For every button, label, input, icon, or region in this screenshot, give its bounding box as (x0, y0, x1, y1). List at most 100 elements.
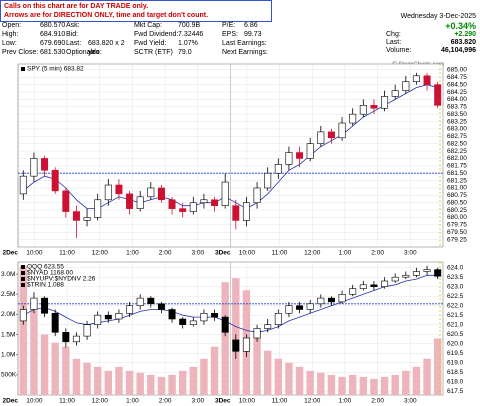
x-tick-label: 10:00 (26, 398, 43, 405)
x-tick-label: 12:00 (92, 250, 109, 257)
quote-value: 684.910 (40, 31, 66, 38)
y-tick-label: 623.0 (447, 283, 464, 290)
candle-body (381, 96, 389, 109)
y-tick-label: 681.50 (447, 170, 467, 177)
x-tick-label: 2:00 (371, 398, 384, 405)
candle-body (242, 202, 250, 221)
legend-swatch (21, 271, 25, 275)
x-tick-label: 3:00 (404, 250, 417, 257)
volume-bar (30, 310, 38, 395)
summary-value: 46,104,996 (440, 47, 476, 54)
y-tick-label: 682.75 (447, 133, 467, 140)
volume-bar (306, 370, 314, 395)
x-tick-label: 12:00 (92, 398, 109, 405)
y-tick-label: 621.0 (447, 321, 464, 328)
candle-body (412, 271, 420, 276)
notice-box: Calls on this chart are for DAY TRADE on… (0, 0, 272, 22)
quote-value: 1.07% (178, 40, 198, 47)
y-tick-label: 620.5 (447, 331, 464, 338)
volume-bar (285, 362, 293, 395)
y-tick-label: 680.00 (447, 214, 467, 221)
y-tick-label: 619.5 (447, 350, 464, 357)
candle-body (62, 331, 70, 343)
candle-body (338, 122, 346, 139)
candle-body (221, 316, 229, 333)
quote-label: Bid: (66, 31, 79, 38)
candle-body (30, 297, 38, 310)
candle-body (306, 303, 314, 310)
candle-body (370, 105, 378, 109)
candle-body (274, 164, 282, 174)
quote-value: 683.820 x 2 (88, 40, 125, 47)
notice-line: Calls on this chart are for DAY TRADE on… (4, 3, 149, 10)
candle-body (94, 199, 102, 218)
legend-label: $NYAD 1168.00 (27, 270, 73, 277)
y-tick-label: 680.50 (447, 199, 467, 206)
legend-label: $NYUPV:$NYDNV 2.26 (27, 276, 96, 283)
y-tick-label: 684.25 (447, 89, 467, 96)
volume-bar (136, 372, 144, 395)
legend-swatch (21, 265, 25, 269)
volume-bar (423, 358, 431, 395)
volume-bar (125, 370, 134, 395)
candle-body (19, 175, 27, 195)
candle-body (327, 297, 335, 303)
quote-label: Prev Close: (2, 49, 39, 56)
candle-body (349, 288, 357, 295)
volume-bar (189, 366, 198, 395)
candle-body (136, 297, 144, 307)
volume-bar (104, 370, 113, 395)
candle-body (274, 312, 282, 325)
volume-bar (348, 374, 357, 395)
candle-body (317, 131, 325, 144)
x-tick-label: 10:00 (239, 250, 256, 257)
volume-bar (93, 366, 102, 395)
candle-body (211, 199, 219, 206)
candle-body (264, 172, 272, 189)
y-tick-label: 683.00 (447, 126, 467, 133)
candle-body (51, 169, 59, 192)
candle-body (232, 205, 240, 221)
y-tick-label: 683.75 (447, 104, 467, 111)
candle-body (306, 143, 314, 159)
x-tick-label: 1:00 (339, 398, 352, 405)
candle-body (126, 305, 134, 314)
candle-body (126, 193, 134, 209)
volume-bar (157, 376, 166, 395)
x-tick-label: 3Dec (215, 398, 231, 405)
x-tick-label: 1:00 (126, 250, 139, 257)
volume-bar (317, 372, 325, 395)
volume-bar (115, 366, 123, 395)
quote-value: 7.32446 (178, 31, 204, 38)
candle-body (327, 131, 335, 139)
candle-body (285, 152, 293, 165)
candle-body (147, 297, 155, 305)
x-tick-label: 1:00 (126, 398, 139, 405)
quote-label: Ask: (66, 22, 80, 29)
candle-body (253, 187, 261, 204)
y-tick-label: 680.75 (447, 192, 467, 199)
candle-body (296, 305, 304, 310)
volume-bar (40, 334, 49, 395)
volume-bar (72, 358, 81, 395)
candle-body (434, 269, 442, 277)
quote-value: 679.690 (40, 40, 66, 47)
candle-body (200, 312, 208, 322)
candle-body (41, 297, 49, 314)
y-tick-label: 622.0 (447, 302, 464, 309)
volume-tick-label: 3.0M (1, 271, 15, 278)
volume-bar (210, 346, 219, 395)
summary-label: Chg: (386, 31, 401, 38)
legend-swatch (21, 67, 25, 71)
volume-bar (274, 358, 283, 395)
candle-body (72, 335, 80, 343)
candle-body (423, 75, 431, 85)
candle-body (317, 297, 325, 305)
candle-body (381, 280, 389, 287)
x-tick-label: 3:00 (191, 398, 204, 405)
candle-body (147, 187, 155, 198)
legend-label: SPY (5 min) 683.82 (27, 66, 84, 73)
volume-bar (433, 338, 442, 395)
y-tick-label: 623.5 (447, 274, 464, 281)
candle-body (30, 158, 38, 177)
